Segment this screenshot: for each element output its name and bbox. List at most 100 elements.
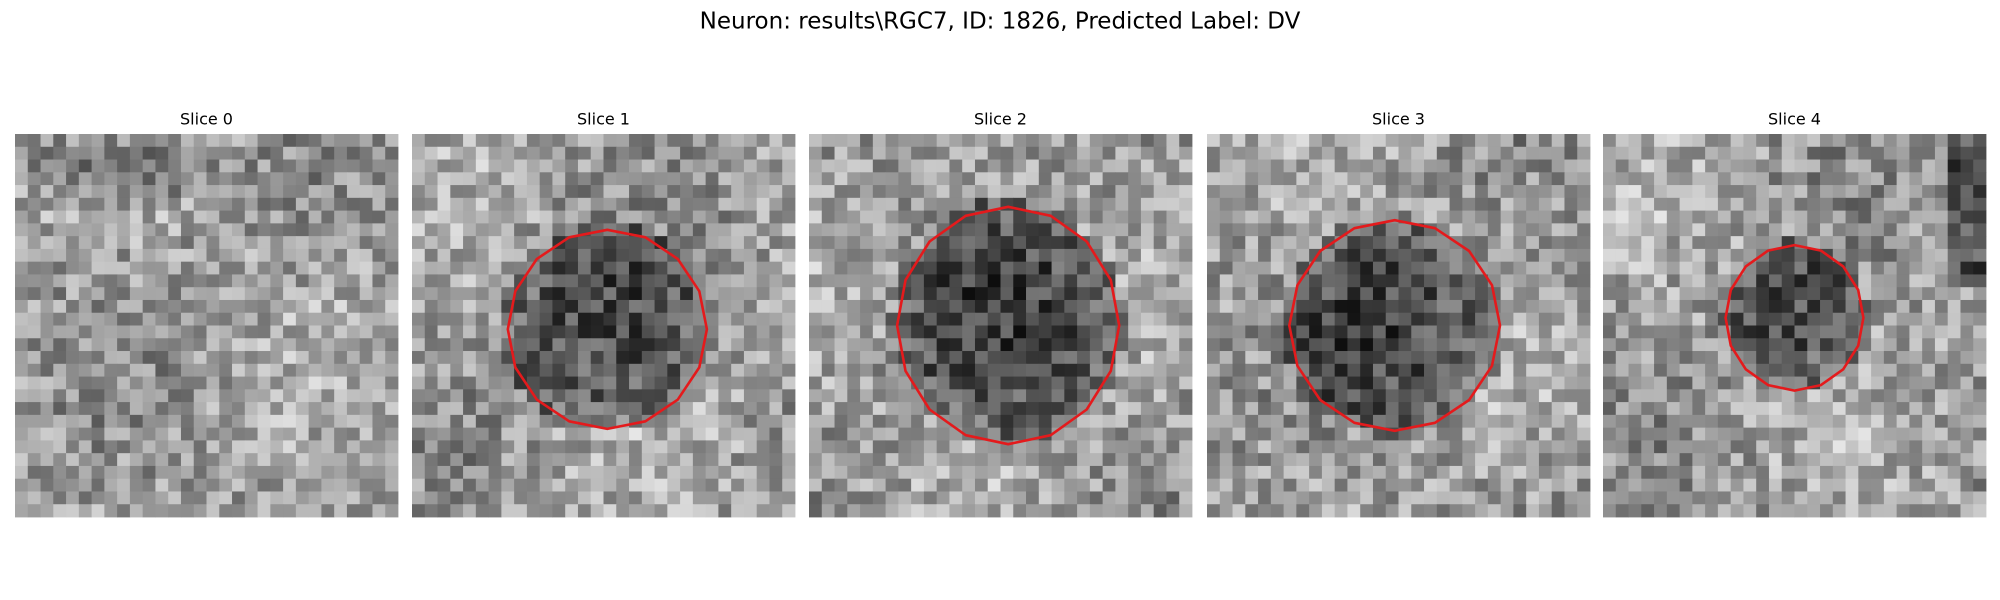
pixel (142, 465, 156, 480)
pixel (1666, 491, 1680, 505)
pixel (1960, 159, 1974, 173)
pixel (654, 351, 668, 365)
pixel (1871, 491, 1885, 505)
pixel (1000, 223, 1014, 237)
pixel (577, 312, 592, 326)
pixel (1807, 223, 1821, 237)
pixel (680, 223, 694, 237)
pixel (283, 185, 297, 199)
pixel (603, 376, 617, 390)
pixel (1730, 338, 1744, 352)
pixel (718, 134, 732, 148)
pixel (872, 376, 886, 390)
pixel (1077, 197, 1091, 211)
pixel (1883, 376, 1898, 390)
pixel (629, 274, 643, 288)
pixel (1654, 389, 1668, 403)
pixel (1705, 504, 1719, 518)
pixel (949, 440, 963, 454)
pixel (1717, 465, 1732, 480)
pixel (1654, 465, 1668, 480)
pixel (590, 299, 604, 314)
pixel (463, 261, 477, 275)
pixel (1947, 491, 1961, 505)
pixel (155, 185, 169, 199)
pixel (232, 414, 246, 429)
pixel (1245, 325, 1259, 339)
pixel (526, 465, 541, 480)
pixel (1551, 210, 1565, 224)
pixel (1360, 363, 1374, 377)
pixel (1166, 134, 1180, 148)
pixel (603, 172, 617, 186)
pixel (1871, 236, 1885, 250)
pixel (193, 261, 207, 275)
pixel (1270, 197, 1284, 211)
pixel (334, 236, 348, 250)
pixel (1449, 197, 1463, 211)
pixel (718, 159, 732, 173)
pixel (1730, 453, 1744, 467)
pixel (718, 223, 732, 237)
pixel (590, 172, 604, 186)
pixel (629, 185, 643, 199)
pixel (514, 465, 528, 480)
pixel (885, 299, 899, 314)
pixel (66, 453, 80, 467)
pixel (1538, 414, 1553, 429)
pixel (782, 440, 796, 454)
pixel (962, 478, 976, 492)
pixel (155, 478, 169, 492)
pixel (1564, 338, 1578, 352)
pixel (66, 491, 80, 505)
pixel (936, 453, 950, 467)
pixel (1179, 440, 1193, 454)
pixel (1038, 236, 1052, 250)
pixel (117, 299, 131, 314)
pixel (1896, 134, 1910, 148)
pixel (1334, 248, 1348, 263)
pixel (1166, 414, 1180, 429)
pixel (1807, 172, 1821, 186)
pixel (385, 210, 399, 224)
pixel (1705, 465, 1719, 480)
pixel (1064, 248, 1078, 263)
pixel (1398, 465, 1412, 480)
pixel (1000, 287, 1014, 301)
pixel (1858, 414, 1872, 429)
pixel (782, 185, 796, 199)
pixel (334, 146, 348, 160)
pixel (1064, 146, 1078, 160)
pixel (1526, 338, 1540, 352)
pixel (718, 325, 732, 339)
pixel (1615, 440, 1629, 454)
pixel (1628, 440, 1642, 454)
pixel (1781, 414, 1795, 429)
pixel (1909, 414, 1923, 429)
pixel (936, 325, 950, 339)
pixel (1666, 376, 1680, 390)
pixel (1500, 363, 1514, 377)
pixel (1245, 197, 1259, 211)
pixel (1807, 261, 1821, 275)
pixel (437, 465, 451, 480)
pixel (295, 351, 310, 365)
pixel (232, 261, 246, 275)
pixel (270, 389, 284, 403)
pixel (1692, 299, 1706, 314)
pixel (834, 363, 848, 377)
pixel (1000, 236, 1014, 250)
pixel (219, 223, 233, 237)
pixel (15, 146, 29, 160)
pixel (91, 210, 105, 224)
pixel (1500, 338, 1514, 352)
pixel (1347, 197, 1361, 211)
pixel (718, 402, 732, 416)
pixel (552, 312, 566, 326)
pixel (1845, 299, 1859, 314)
pixel (308, 389, 322, 403)
pixel (1051, 491, 1065, 505)
pixel (1089, 146, 1104, 160)
pixel (641, 325, 655, 339)
pixel (40, 504, 54, 518)
